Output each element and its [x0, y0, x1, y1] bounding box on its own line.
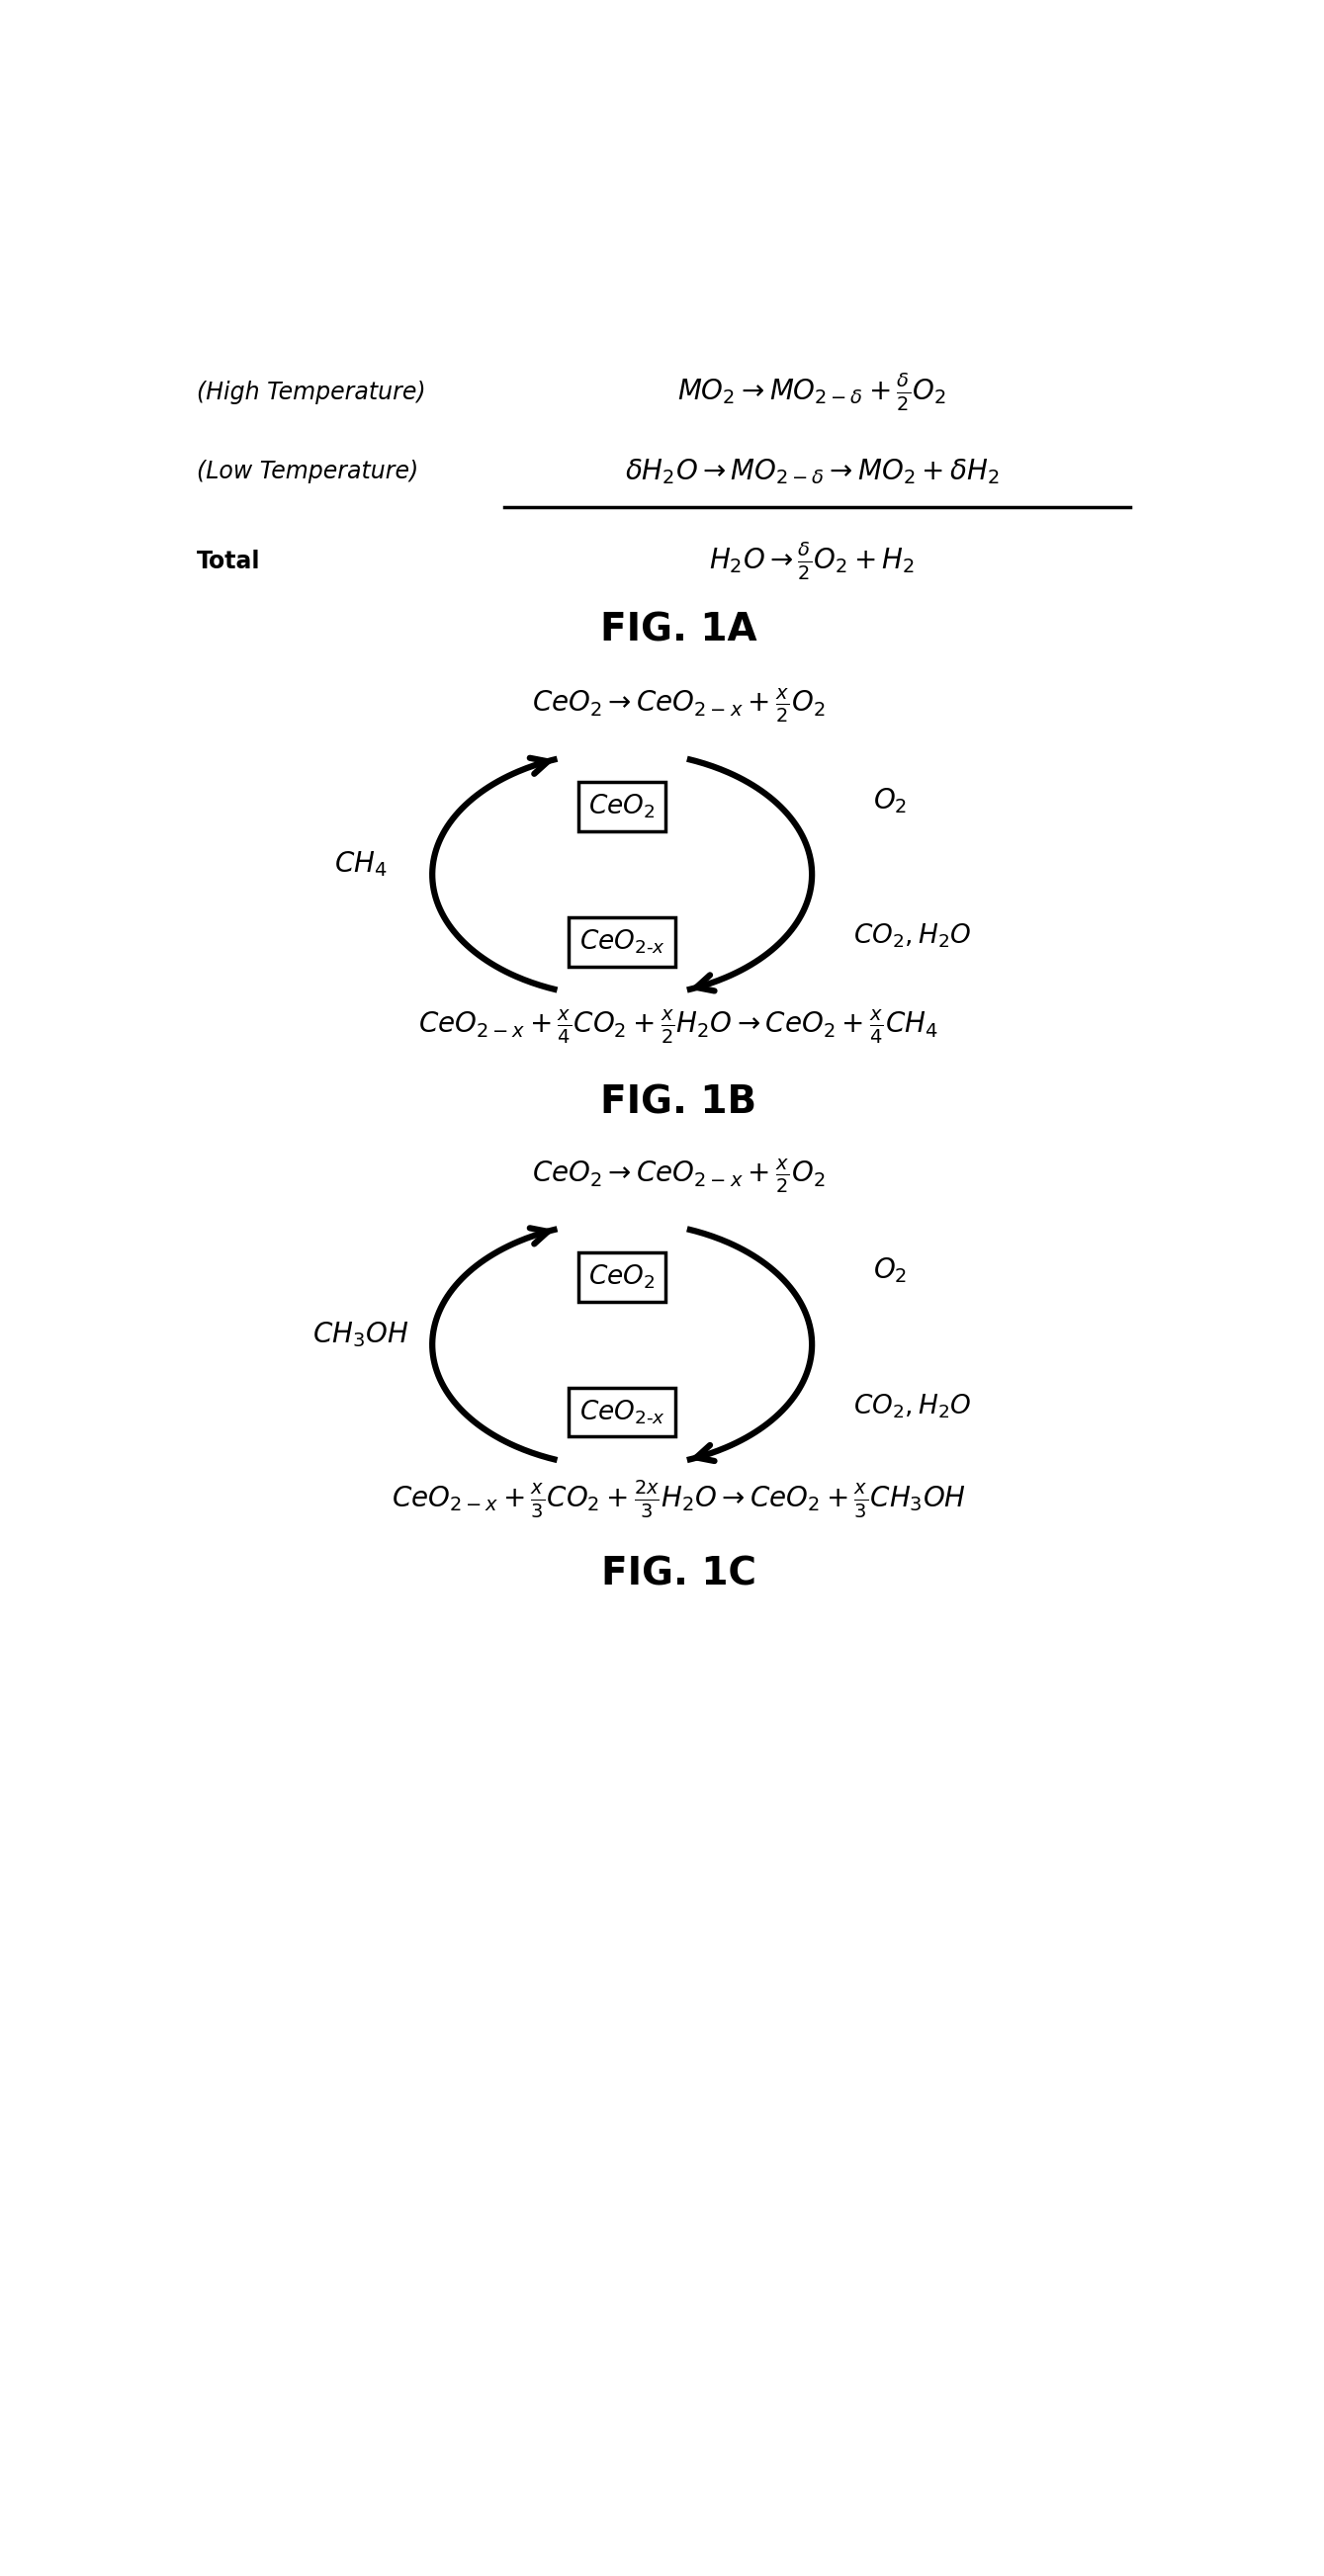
Text: (High Temperature): (High Temperature) [196, 381, 425, 404]
Text: Total: Total [196, 549, 260, 572]
Text: $CeO_{2-x}+\frac{x}{3}CO_2+\frac{2x}{3}H_2O \rightarrow CeO_2+\frac{x}{3}CH_3OH$: $CeO_{2-x}+\frac{x}{3}CO_2+\frac{2x}{3}H… [392, 1479, 965, 1520]
Text: $CeO_2 \rightarrow  CeO_{2-x} + \frac{x}{2} O_2$: $CeO_2 \rightarrow CeO_{2-x} + \frac{x}{… [532, 1157, 825, 1195]
Text: $\delta H_2O \rightarrow MO_{2-\delta} \rightarrow MO_2 + \delta H_2$: $\delta H_2O \rightarrow MO_{2-\delta} \… [625, 456, 1000, 487]
Text: $\mathit{CO_2, H_2O}$: $\mathit{CO_2, H_2O}$ [853, 1391, 970, 1419]
Text: $MO_2 \rightarrow MO_{2-\delta}+\frac{\delta}{2}O_2$: $MO_2 \rightarrow MO_{2-\delta}+\frac{\d… [678, 371, 947, 412]
Text: $\mathit{O_2}$: $\mathit{O_2}$ [874, 786, 907, 817]
Text: $\mathit{CH_4}$: $\mathit{CH_4}$ [334, 850, 387, 878]
Text: $\mathit{CeO_{2\text{-}x}}$: $\mathit{CeO_{2\text{-}x}}$ [579, 1399, 665, 1427]
Text: $\mathit{CH_3OH}$: $\mathit{CH_3OH}$ [312, 1319, 409, 1350]
Text: $CeO_{2-x}+\frac{x}{4}CO_2+\frac{x}{2}H_2O \rightarrow CeO_2+\frac{x}{4}CH_4$: $CeO_{2-x}+\frac{x}{4}CO_2+\frac{x}{2}H_… [418, 1007, 939, 1046]
Text: $\mathit{O_2}$: $\mathit{O_2}$ [874, 1257, 907, 1285]
Text: $\mathit{CeO_{2\text{-}x}}$: $\mathit{CeO_{2\text{-}x}}$ [579, 927, 665, 956]
Text: FIG. 1A: FIG. 1A [600, 611, 757, 649]
Text: (Low Temperature): (Low Temperature) [196, 461, 418, 484]
Text: FIG. 1C: FIG. 1C [601, 1556, 756, 1595]
Text: $\mathit{CO_2, H_2O}$: $\mathit{CO_2, H_2O}$ [853, 922, 970, 951]
Text: $\mathit{CeO_2}$: $\mathit{CeO_2}$ [589, 1262, 655, 1291]
Text: FIG. 1B: FIG. 1B [600, 1084, 757, 1121]
Text: $CeO_2 \rightarrow  CeO_{2-x} + \frac{x}{2} O_2$: $CeO_2 \rightarrow CeO_{2-x} + \frac{x}{… [532, 688, 825, 724]
Text: $H_2O \rightarrow \frac{\delta}{2}O_2+H_2$: $H_2O \rightarrow \frac{\delta}{2}O_2+H_… [710, 541, 915, 582]
Text: $\mathit{CeO_2}$: $\mathit{CeO_2}$ [589, 793, 655, 822]
